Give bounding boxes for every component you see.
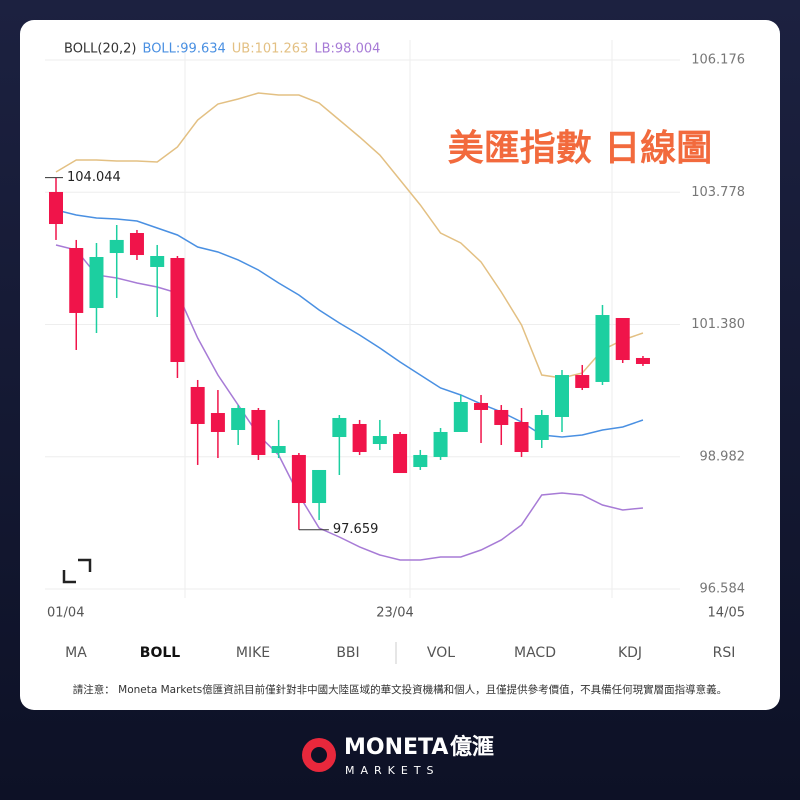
candle-body [352, 423, 367, 453]
candle-body [291, 454, 306, 504]
candle-body [393, 433, 408, 474]
candle-body [615, 317, 630, 361]
tab[interactable]: RSI [713, 645, 736, 661]
legend-entry: LB:98.004 [314, 42, 380, 57]
candle-body [210, 413, 225, 432]
candle-body [433, 431, 448, 457]
tab[interactable]: BOLL [140, 645, 180, 661]
tab[interactable]: MIKE [236, 645, 270, 661]
candle-body [251, 409, 266, 455]
chart-title: 美匯指數 日線圖 [448, 128, 713, 169]
brand: MONETA 億滙 MARKETS [302, 734, 494, 777]
fullscreen-icon[interactable] [62, 558, 92, 584]
candle-body [150, 256, 165, 267]
tab[interactable]: KDJ [618, 645, 642, 661]
y-tick-label: 103.778 [691, 185, 745, 200]
candle-body [555, 375, 569, 417]
boll-band [55, 92, 644, 379]
candle-body [453, 401, 468, 432]
brand-icon-hole [311, 747, 327, 763]
brand-name-cn: 億滙 [450, 734, 494, 760]
legend-entry: BOLL(20,2) [64, 42, 137, 57]
tab[interactable]: VOL [427, 645, 455, 661]
x-tick-label: 23/04 [376, 606, 413, 621]
boll-band [55, 244, 644, 561]
tab[interactable]: MACD [514, 645, 556, 661]
candle-body [413, 454, 428, 468]
candle-body [312, 469, 327, 504]
y-tick-label: 106.176 [691, 53, 745, 68]
brand-sub: MARKETS [345, 764, 440, 777]
candle-body [474, 402, 489, 410]
legend-entry: UB:101.263 [232, 42, 309, 57]
candle-body [595, 315, 610, 382]
candle-body [635, 357, 650, 364]
candle-body [514, 422, 529, 453]
tab[interactable]: MA [65, 645, 87, 661]
candle-body [49, 191, 63, 225]
candle-body [89, 256, 104, 309]
candle-body [190, 386, 205, 424]
y-tick-label: 96.584 [700, 582, 746, 597]
plot [45, 40, 680, 598]
candle-body [109, 239, 124, 254]
candle-body [575, 375, 590, 388]
candle-body [129, 233, 144, 256]
annotation-label: 104.044 [67, 170, 121, 185]
brand-name: MONETA [344, 735, 448, 760]
disclaimer: 請注意： Moneta Markets億匯資訊目前僅針對非中國大陸區域的華文投資… [73, 683, 727, 696]
x-tick-label: 14/05 [708, 606, 745, 621]
candle-body [69, 248, 84, 313]
candle-body [534, 415, 549, 440]
x-tick-label: 01/04 [47, 606, 84, 621]
annotation-label: 97.659 [333, 522, 379, 537]
candle-body [494, 409, 509, 425]
candle-body [271, 445, 286, 453]
legend-entry: BOLL:99.634 [143, 42, 226, 57]
y-tick-label: 101.380 [691, 317, 745, 332]
candle-body [231, 407, 246, 431]
y-tick-label: 98.982 [700, 449, 746, 464]
candle-body [332, 417, 347, 438]
tab[interactable]: BBI [336, 645, 359, 661]
candle-body [170, 257, 185, 363]
candle-body [372, 436, 387, 445]
